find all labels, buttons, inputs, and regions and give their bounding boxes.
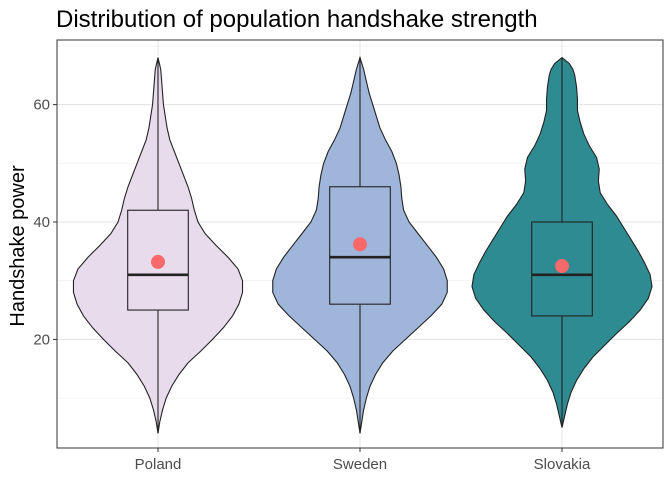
y-tick-label: 40 [33, 214, 50, 231]
x-tick-label: Slovakia [534, 456, 591, 473]
mean-point [555, 259, 569, 274]
chart-title: Distribution of population handshake str… [56, 6, 538, 33]
x-tick-label: Sweden [333, 456, 387, 473]
violin-slovakia [471, 56, 653, 428]
x-tick-label: Poland [135, 456, 182, 473]
violin-poland [72, 57, 244, 434]
mean-point [151, 254, 165, 269]
y-tick-label: 20 [33, 331, 50, 348]
box-poland [127, 209, 189, 311]
y-axis-label: Handshake power [7, 165, 29, 327]
box-sweden [329, 186, 391, 305]
box-slovakia [531, 221, 593, 317]
plot-panel: 20 40 60 Poland Sweden Slovakia [33, 39, 664, 473]
y-tick-label: 60 [33, 97, 50, 114]
mean-point [353, 237, 367, 252]
